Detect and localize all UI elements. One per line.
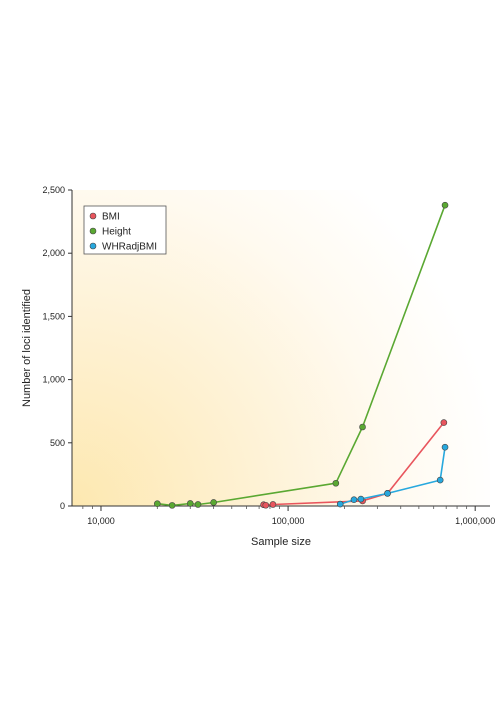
legend: BMI Height WHRadjBMI	[84, 206, 166, 254]
y-tick-label: 500	[50, 438, 65, 448]
y-tick-label: 1,500	[42, 311, 65, 321]
data-point-height	[154, 501, 160, 507]
data-point-height	[360, 424, 366, 430]
data-point-height	[187, 500, 193, 506]
data-point-bmi	[270, 501, 276, 507]
legend-marker-bmi	[90, 213, 96, 219]
x-tick-label: 10,000	[87, 516, 115, 526]
legend-label-height: Height	[102, 227, 131, 238]
x-axis-title: Sample size	[251, 536, 311, 548]
y-tick-label: 0	[60, 501, 65, 511]
data-point-whradjbmi	[358, 496, 364, 502]
y-tick-label: 2,000	[42, 248, 65, 258]
legend-marker-height	[90, 228, 96, 234]
data-point-height	[195, 501, 201, 507]
data-point-bmi	[263, 502, 269, 508]
y-tick-label: 1,000	[42, 375, 65, 385]
x-tick-label: 100,000	[272, 516, 305, 526]
data-point-height	[211, 499, 217, 505]
data-point-height	[333, 480, 339, 486]
data-point-whradjbmi	[337, 501, 343, 507]
y-tick-label: 2,500	[42, 185, 65, 195]
data-point-height	[442, 202, 448, 208]
data-point-whradjbmi	[442, 444, 448, 450]
data-point-whradjbmi	[351, 497, 357, 503]
data-point-bmi	[441, 420, 447, 426]
y-axis-title: Number of loci identified	[21, 289, 33, 407]
data-point-whradjbmi	[385, 490, 391, 496]
legend-marker-whradjbmi	[90, 243, 96, 249]
x-tick-label: 1,000,000	[455, 516, 495, 526]
legend-label-whradjbmi: WHRadjBMI	[102, 242, 157, 253]
data-point-whradjbmi	[437, 477, 443, 483]
data-point-height	[169, 502, 175, 508]
legend-label-bmi: BMI	[102, 212, 120, 223]
